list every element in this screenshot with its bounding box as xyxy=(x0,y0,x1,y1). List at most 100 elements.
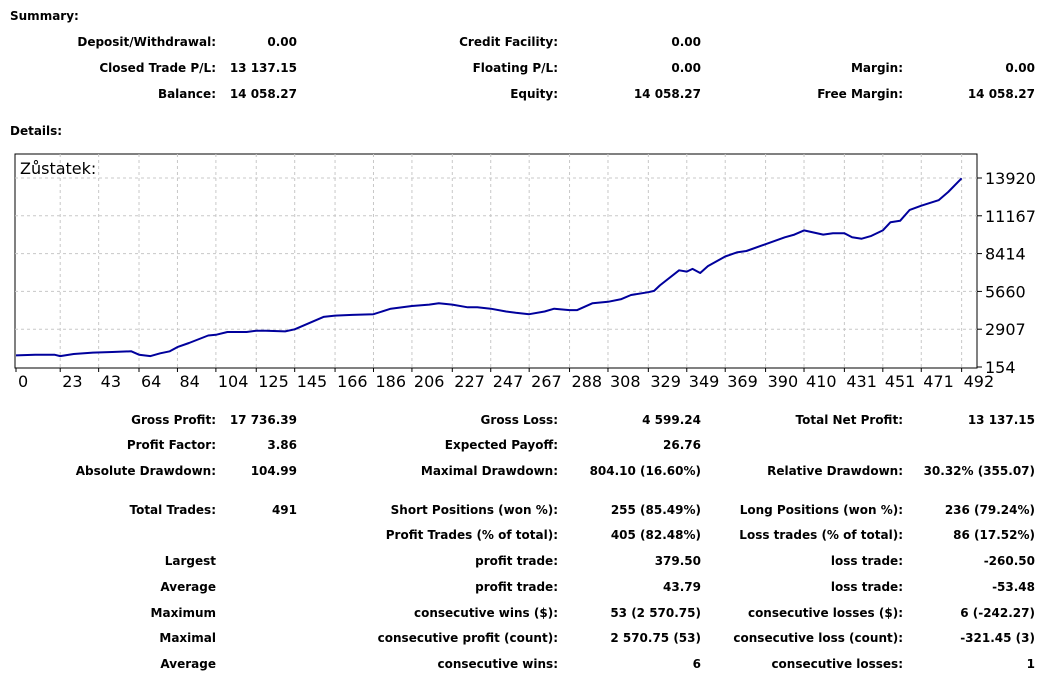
largest-label: Largest xyxy=(164,554,216,568)
x-tick-label: 227 xyxy=(454,372,485,391)
average-consecutive-label: Average xyxy=(160,657,216,671)
balance-label: Balance: xyxy=(157,87,216,101)
profit-factor-label: Profit Factor: xyxy=(126,438,216,452)
credit-label: Credit Facility: xyxy=(459,35,558,49)
x-tick-label: 186 xyxy=(375,372,406,391)
maximal-drawdown-label: Maximal Drawdown: xyxy=(420,464,558,478)
profit-trades-value: 405 (82.48%) xyxy=(610,528,701,542)
largest-profit-label: profit trade: xyxy=(475,554,558,568)
avg-consecutive-wins-value: 6 xyxy=(692,657,701,671)
relative-drawdown-label: Relative Drawdown: xyxy=(767,464,903,478)
y-tick-label: 8414 xyxy=(985,245,1026,264)
x-tick-label: 84 xyxy=(179,372,199,391)
largest-loss-value: -260.50 xyxy=(983,554,1035,568)
balance-value: 14 058.27 xyxy=(229,87,297,101)
avg-consecutive-losses-label: consecutive losses: xyxy=(771,657,903,671)
x-tick-label: 145 xyxy=(297,372,328,391)
maximum-label: Maximum xyxy=(150,606,216,620)
x-tick-label: 369 xyxy=(727,372,758,391)
x-tick-label: 329 xyxy=(650,372,681,391)
x-tick-label: 431 xyxy=(846,372,877,391)
long-positions-value: 236 (79.24%) xyxy=(944,503,1035,517)
absolute-drawdown-value: 104.99 xyxy=(250,464,297,478)
avg-consecutive-wins-label: consecutive wins: xyxy=(437,657,558,671)
total-net-profit-label: Total Net Profit: xyxy=(795,413,903,427)
average-label: Average xyxy=(160,580,216,594)
max-consecutive-losses-value: 6 (-242.27) xyxy=(960,606,1035,620)
short-positions-label: Short Positions (won %): xyxy=(390,503,558,517)
x-tick-label: 64 xyxy=(141,372,161,391)
x-tick-label: 206 xyxy=(414,372,445,391)
total-net-profit-value: 13 137.15 xyxy=(967,413,1035,427)
profit-trades-label: Profit Trades (% of total): xyxy=(385,528,558,542)
x-tick-label: 267 xyxy=(531,372,562,391)
credit-value: 0.00 xyxy=(671,35,701,49)
details-heading: Details: xyxy=(10,124,63,138)
loss-trades-label: Loss trades (% of total): xyxy=(739,528,903,542)
maximal-label: Maximal xyxy=(159,631,216,645)
floating-pl-label: Floating P/L: xyxy=(472,61,558,75)
x-tick-label: 0 xyxy=(18,372,28,391)
balance-series-line xyxy=(15,177,963,358)
x-tick-label: 390 xyxy=(768,372,799,391)
summary-heading: Summary: xyxy=(10,9,79,23)
max-consecutive-losses-label: consecutive losses ($): xyxy=(747,606,903,620)
margin-label: Margin: xyxy=(850,61,903,75)
average-loss-label: loss trade: xyxy=(830,580,903,594)
gross-loss-label: Gross Loss: xyxy=(480,413,558,427)
profit-factor-value: 3.86 xyxy=(267,438,297,452)
x-tick-label: 471 xyxy=(923,372,954,391)
x-tick-label: 492 xyxy=(964,372,995,391)
gross-profit-label: Gross Profit: xyxy=(131,413,216,427)
balance-chart: 154 2907 5660 8414 11167 13920 0 23 43 64 84 104 125… xyxy=(14,153,1036,391)
y-tick-label: 5660 xyxy=(985,282,1026,301)
chart-title: Zůstatek: xyxy=(20,159,96,178)
x-tick-label: 104 xyxy=(218,372,249,391)
maximal-consecutive-profit-label: consecutive profit (count): xyxy=(377,631,558,645)
x-tick-label: 410 xyxy=(806,372,837,391)
y-tick-label: 2907 xyxy=(985,320,1026,339)
margin-value: 0.00 xyxy=(1005,61,1035,75)
largest-profit-value: 379.50 xyxy=(654,554,701,568)
chart-frame xyxy=(14,153,978,369)
absolute-drawdown-label: Absolute Drawdown: xyxy=(75,464,216,478)
y-tick-label: 154 xyxy=(985,358,1016,377)
total-trades-label: Total Trades: xyxy=(129,503,216,517)
maximal-consecutive-profit-value: 2 570.75 (53) xyxy=(610,631,701,645)
maximal-drawdown-value: 804.10 (16.60%) xyxy=(589,464,701,478)
max-consecutive-wins-label: consecutive wins ($): xyxy=(413,606,558,620)
average-profit-value: 43.79 xyxy=(663,580,701,594)
x-tick-label: 349 xyxy=(689,372,720,391)
x-tick-label: 451 xyxy=(885,372,916,391)
avg-consecutive-losses-value: 1 xyxy=(1026,657,1035,671)
maximal-consecutive-loss-value: -321.45 (3) xyxy=(960,631,1035,645)
x-tick-label: 247 xyxy=(493,372,524,391)
y-tick-label: 11167 xyxy=(985,207,1036,226)
total-trades-value: 491 xyxy=(271,503,297,517)
x-tick-label: 23 xyxy=(62,372,82,391)
largest-loss-label: loss trade: xyxy=(830,554,903,568)
maximal-consecutive-loss-label: consecutive loss (count): xyxy=(733,631,903,645)
x-tick-label: 288 xyxy=(572,372,603,391)
deposit-label: Deposit/Withdrawal: xyxy=(77,35,216,49)
expected-payoff-value: 26.76 xyxy=(663,438,701,452)
free-margin-value: 14 058.27 xyxy=(967,87,1035,101)
average-loss-value: -53.48 xyxy=(992,580,1035,594)
deposit-value: 0.00 xyxy=(267,35,297,49)
average-profit-label: profit trade: xyxy=(475,580,558,594)
balance-chart-container: 154 2907 5660 8414 11167 13920 0 23 43 64 84 104 125… xyxy=(14,153,1054,403)
closed-pl-value: 13 137.15 xyxy=(229,61,297,75)
equity-label: Equity: xyxy=(510,87,558,101)
x-tick-label: 166 xyxy=(337,372,368,391)
relative-drawdown-value: 30.32% (355.07) xyxy=(923,464,1035,478)
x-tick-label: 43 xyxy=(101,372,121,391)
floating-pl-value: 0.00 xyxy=(671,61,701,75)
loss-trades-value: 86 (17.52%) xyxy=(953,528,1035,542)
long-positions-label: Long Positions (won %): xyxy=(739,503,903,517)
x-tick-label: 125 xyxy=(258,372,289,391)
gross-profit-value: 17 736.39 xyxy=(229,413,297,427)
closed-pl-label: Closed Trade P/L: xyxy=(99,61,216,75)
x-tick-label: 308 xyxy=(610,372,641,391)
y-tick-label: 13920 xyxy=(985,169,1036,188)
free-margin-label: Free Margin: xyxy=(817,87,903,101)
